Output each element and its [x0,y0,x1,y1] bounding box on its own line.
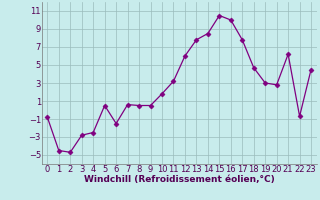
X-axis label: Windchill (Refroidissement éolien,°C): Windchill (Refroidissement éolien,°C) [84,175,275,184]
